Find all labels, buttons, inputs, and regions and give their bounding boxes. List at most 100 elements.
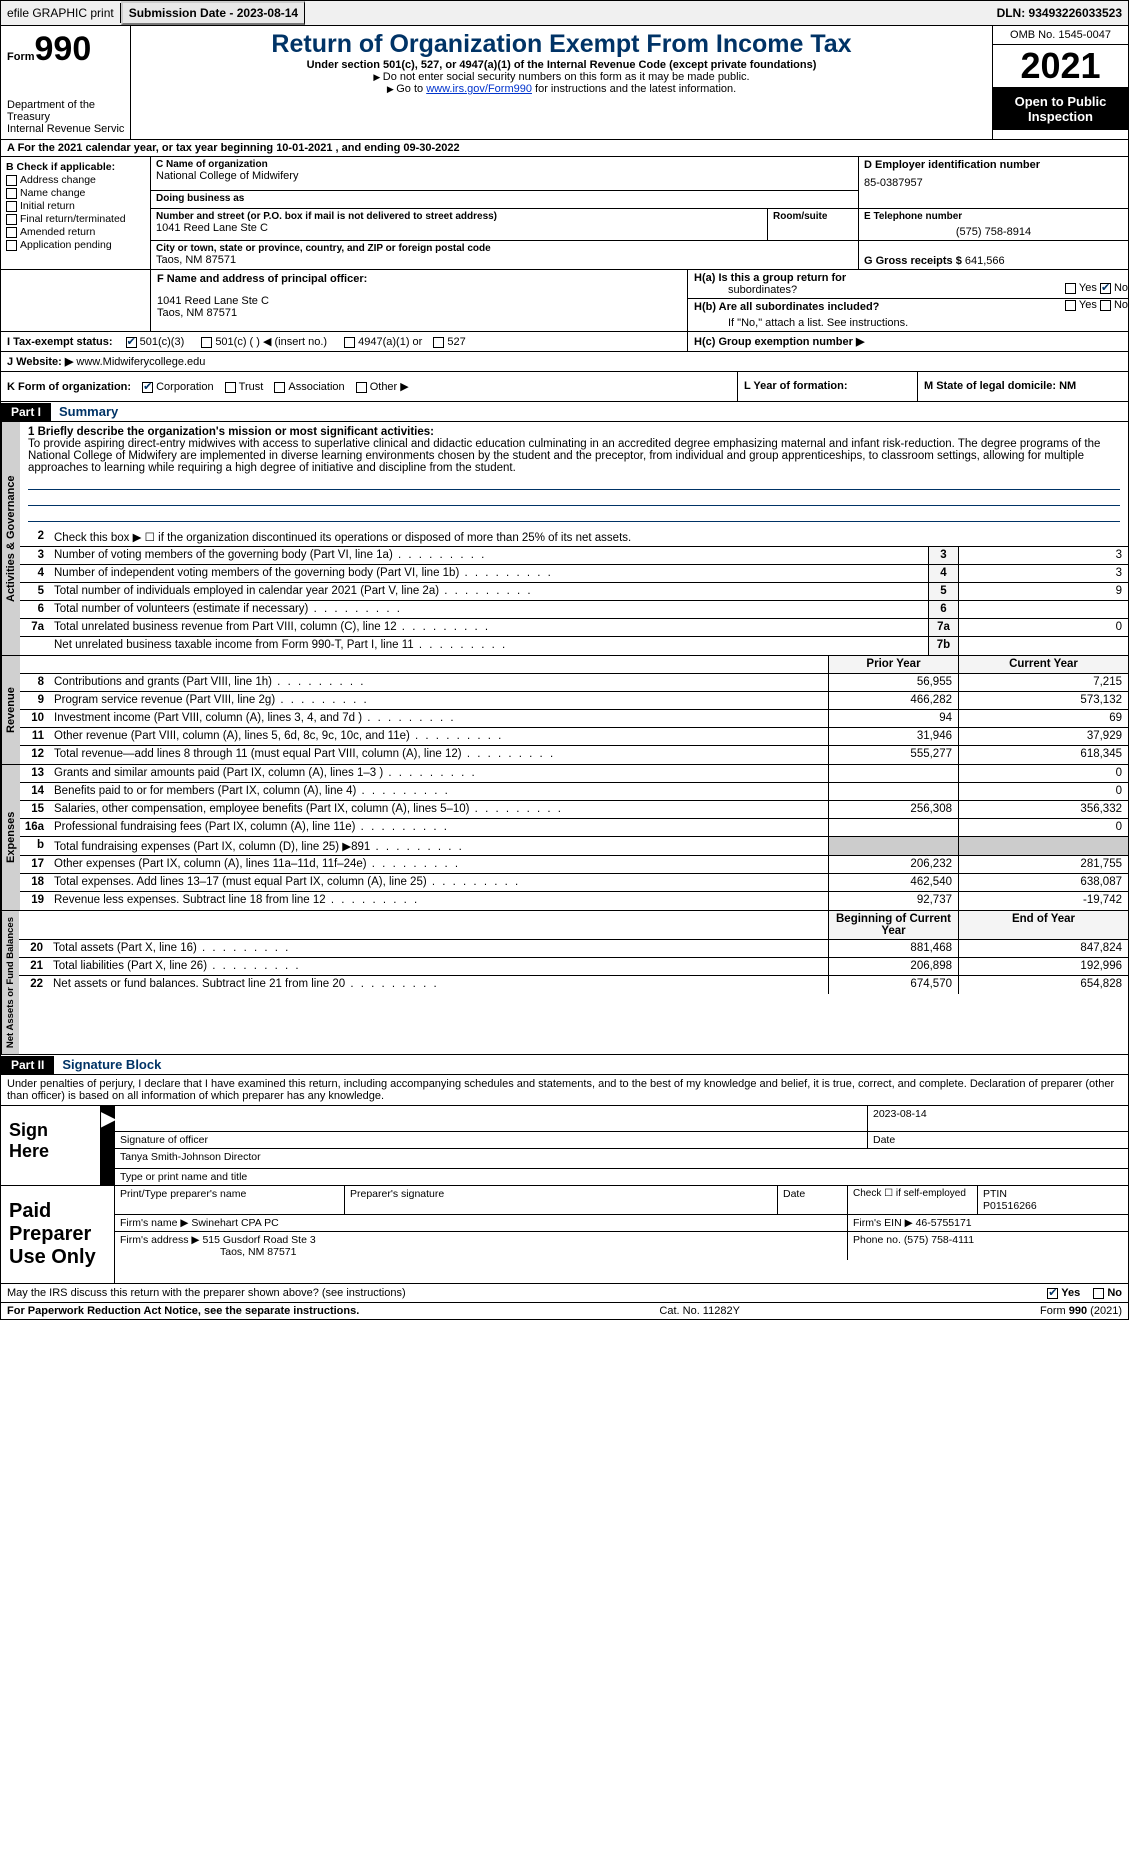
checkbox-icon[interactable] — [1100, 300, 1111, 311]
part1-header-row: Part I Summary — [0, 402, 1129, 422]
row-i: I Tax-exempt status: 501(c)(3) 501(c) ( … — [0, 332, 1129, 352]
addr-label: Number and street (or P.O. box if mail i… — [156, 211, 762, 222]
mission-text: To provide aspiring direct-entry midwive… — [28, 438, 1100, 474]
org-name: National College of Midwifery — [156, 170, 853, 182]
form-label: Form — [7, 51, 35, 63]
vtab-revenue: Revenue — [1, 656, 20, 764]
sig-date: 2023-08-14 — [868, 1106, 1128, 1131]
checkbox-icon[interactable] — [225, 382, 236, 393]
omb-number: OMB No. 1545-0047 — [993, 26, 1128, 45]
firm-addr2: Taos, NM 87571 — [220, 1246, 296, 1258]
efile-label: efile GRAPHIC print — [1, 3, 121, 23]
col-d-ein: D Employer identification number 85-0387… — [858, 157, 1128, 208]
officer-addr2: Taos, NM 87571 — [157, 307, 681, 319]
line1-label: 1 Briefly describe the organization's mi… — [28, 426, 434, 438]
date-label: Date — [868, 1132, 1128, 1148]
checkbox-icon[interactable] — [6, 240, 17, 251]
checkbox-icon[interactable] — [433, 337, 444, 348]
section-governance: Activities & Governance 1 Briefly descri… — [0, 422, 1129, 656]
ptin-value: P01516266 — [983, 1200, 1037, 1212]
firm-phone: (575) 758-4111 — [904, 1234, 974, 1246]
website-value: www.Midwiferycollege.edu — [76, 356, 205, 368]
firm-addr1: 515 Gusdorf Road Ste 3 — [202, 1234, 315, 1246]
sig-officer-label: Signature of officer — [115, 1132, 868, 1148]
col-beg-hdr: Beginning of Current Year — [828, 911, 958, 939]
room-label: Room/suite — [773, 211, 853, 222]
part2-title: Signature Block — [54, 1055, 169, 1074]
footer-mid: Cat. No. 11282Y — [659, 1305, 740, 1317]
instructions-note: Go to www.irs.gov/Form990 for instructio… — [137, 83, 986, 95]
checkbox-icon[interactable] — [6, 188, 17, 199]
ptin-label: PTIN — [983, 1188, 1007, 1200]
paid-preparer-label: Paid Preparer Use Only — [1, 1186, 115, 1283]
tax-year: 2021 — [993, 45, 1128, 88]
calendar-year-text: A For the 2021 calendar year, or tax yea… — [7, 142, 460, 154]
col-prior-hdr: Prior Year — [828, 656, 958, 673]
hb-label: H(b) Are all subordinates included? — [694, 301, 879, 313]
city-label: City or town, state or province, country… — [156, 243, 853, 254]
officer-addr1: 1041 Reed Lane Ste C — [157, 295, 681, 307]
self-employed-check: Check ☐ if self-employed — [848, 1186, 978, 1214]
signature-block: Sign Here ▶ 2023-08-14 Signature of offi… — [0, 1106, 1129, 1284]
officer-label: F Name and address of principal officer: — [157, 273, 367, 285]
checkbox-icon[interactable] — [142, 382, 153, 393]
section-netassets: Net Assets or Fund Balances Beginning of… — [0, 911, 1129, 1055]
prep-date-label: Date — [778, 1186, 848, 1214]
checkbox-icon[interactable] — [356, 382, 367, 393]
hc-label: H(c) Group exemption number ▶ — [694, 336, 864, 348]
org-name-label: C Name of organization — [156, 159, 853, 170]
checkbox-icon[interactable] — [6, 201, 17, 212]
vtab-expenses: Expenses — [1, 765, 20, 910]
checkbox-icon[interactable] — [344, 337, 355, 348]
col-d-gross: G Gross receipts $ 641,566 — [858, 241, 1128, 269]
checkbox-icon[interactable] — [1065, 300, 1076, 311]
checkbox-icon[interactable] — [1065, 283, 1076, 294]
col-end-hdr: End of Year — [958, 911, 1128, 939]
checkbox-icon[interactable] — [1047, 1288, 1058, 1299]
city-value: Taos, NM 87571 — [156, 254, 853, 266]
footer: For Paperwork Reduction Act Notice, see … — [0, 1303, 1129, 1320]
row-a: A For the 2021 calendar year, or tax yea… — [0, 140, 1129, 157]
row-j: J Website: ▶ www.Midwiferycollege.edu — [0, 352, 1129, 372]
gross-label: G Gross receipts $ — [864, 255, 962, 267]
checkbox-icon[interactable] — [1100, 283, 1111, 294]
checkbox-icon[interactable] — [201, 337, 212, 348]
col-f: F Name and address of principal officer:… — [151, 270, 688, 331]
part1-title: Summary — [51, 402, 126, 421]
checkbox-icon[interactable] — [1093, 1288, 1104, 1299]
dept-label: Department of the Treasury — [7, 99, 124, 123]
firm-ein: 46-5755171 — [916, 1217, 972, 1229]
tax-exempt-label: I Tax-exempt status: — [7, 336, 113, 348]
firm-name: Swinehart CPA PC — [191, 1217, 278, 1229]
addr-value: 1041 Reed Lane Ste C — [156, 222, 762, 234]
row-fh: F Name and address of principal officer:… — [0, 270, 1129, 332]
block-bcd: B Check if applicable: Address change Na… — [0, 157, 1129, 270]
col-cd: C Name of organization National College … — [151, 157, 1128, 269]
checkbox-icon[interactable] — [126, 337, 137, 348]
checkbox-icon[interactable] — [6, 175, 17, 186]
phone-label: E Telephone number — [864, 211, 1123, 222]
col-h: H(a) Is this a group return for subordin… — [688, 270, 1128, 331]
checkbox-icon[interactable] — [6, 214, 17, 225]
form-header: Form990 Department of the Treasury Inter… — [0, 26, 1129, 140]
firm-ein-label: Firm's EIN ▶ — [853, 1217, 913, 1229]
goto-post: for instructions and the latest informat… — [532, 83, 736, 95]
form-title: Return of Organization Exempt From Incom… — [137, 30, 986, 59]
col-current-hdr: Current Year — [958, 656, 1128, 673]
gross-value: 641,566 — [965, 255, 1005, 267]
footer-left: For Paperwork Reduction Act Notice, see … — [7, 1305, 359, 1317]
prep-name-label: Print/Type preparer's name — [115, 1186, 345, 1214]
checkbox-icon[interactable] — [274, 382, 285, 393]
checkbox-icon[interactable] — [6, 227, 17, 238]
chk-address: Address change — [6, 174, 145, 186]
form-number: 990 — [35, 30, 92, 68]
dba-label: Doing business as — [156, 193, 853, 204]
vtab-governance: Activities & Governance — [1, 422, 20, 655]
irs-link[interactable]: www.irs.gov/Form990 — [426, 83, 532, 95]
phone-value: (575) 758-8914 — [864, 226, 1123, 238]
dln: DLN: 93493226033523 — [991, 3, 1128, 23]
ha-sub: subordinates? — [728, 284, 797, 296]
line2-text: Check this box ▶ ☐ if the organization d… — [50, 528, 1128, 546]
ssn-note: Do not enter social security numbers on … — [137, 71, 986, 83]
sign-here-label: Sign Here — [1, 1106, 101, 1185]
